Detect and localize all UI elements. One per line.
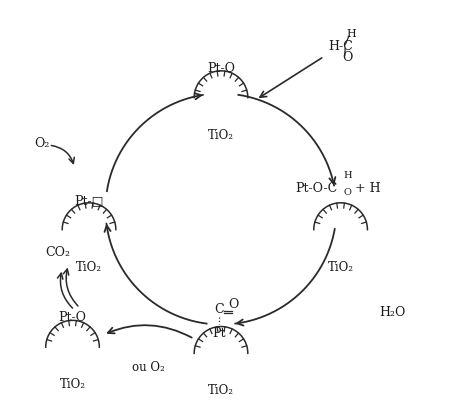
Text: Pt-O-C: Pt-O-C — [295, 181, 338, 194]
Text: Pt-O: Pt-O — [207, 62, 235, 75]
Text: TiO₂: TiO₂ — [208, 384, 234, 397]
Text: TiO₂: TiO₂ — [208, 129, 234, 142]
Text: CO₂: CO₂ — [46, 246, 71, 259]
Text: Pt: Pt — [212, 326, 226, 339]
Text: TiO₂: TiO₂ — [328, 260, 353, 273]
Text: H: H — [343, 171, 352, 180]
Text: O: O — [228, 298, 238, 311]
Text: TiO₂: TiO₂ — [59, 378, 86, 391]
Text: + H: + H — [355, 181, 380, 194]
Text: O: O — [343, 189, 352, 197]
Text: O: O — [342, 51, 353, 64]
Text: Pt-□: Pt-□ — [74, 194, 104, 207]
Text: H: H — [347, 29, 357, 39]
Text: O₂: O₂ — [34, 137, 49, 150]
Text: TiO₂: TiO₂ — [76, 260, 102, 273]
Text: C: C — [214, 303, 224, 316]
Text: H₂O: H₂O — [379, 306, 405, 319]
Text: ou O₂: ou O₂ — [133, 361, 165, 374]
Text: H-C: H-C — [328, 40, 353, 53]
Text: Pt-O: Pt-O — [58, 311, 86, 324]
